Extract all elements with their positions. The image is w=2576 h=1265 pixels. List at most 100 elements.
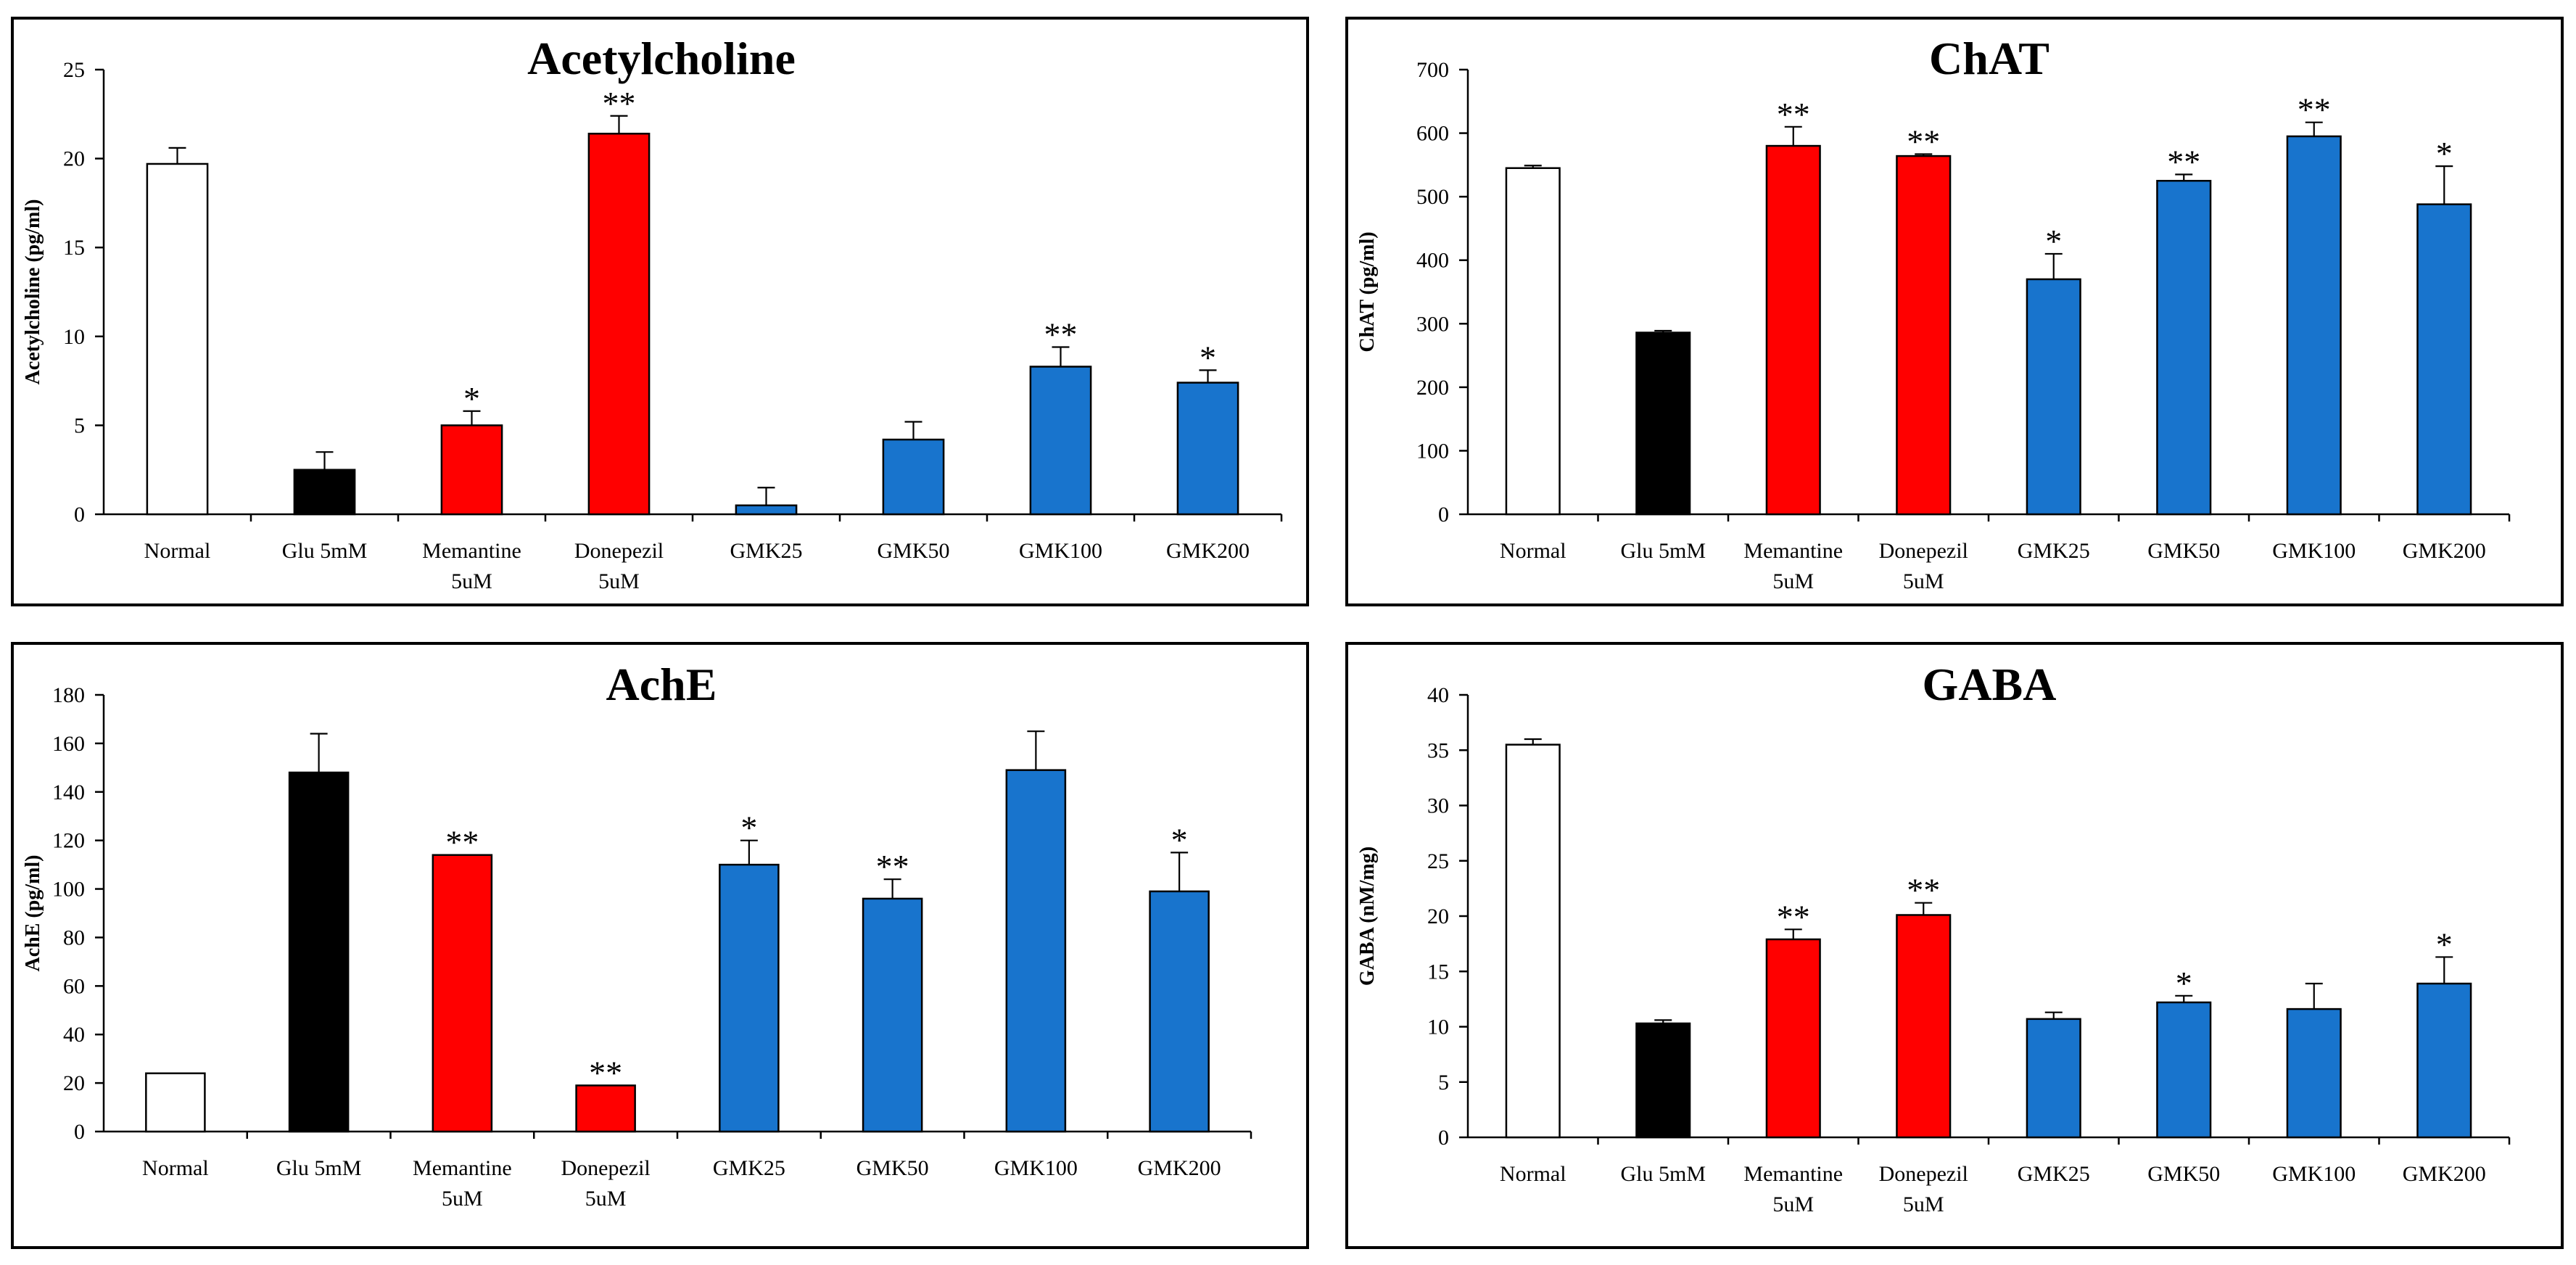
chat-chart-title: ChAT xyxy=(1929,33,2049,84)
acetylcholine-y-tick-label: 5 xyxy=(74,413,85,437)
gaba-x-tick-label: GMK100 xyxy=(2272,1162,2356,1186)
ache-x-tick-label: GMK200 xyxy=(1138,1156,1221,1180)
acetylcholine-x-tick-label: GMK200 xyxy=(1166,539,1250,563)
gaba-significance-5: * xyxy=(2176,965,2192,1002)
chat-bar-3 xyxy=(1896,154,1952,516)
acetylcholine-bar-4 xyxy=(735,504,798,516)
acetylcholine-significance-3: ** xyxy=(603,85,636,122)
gaba-bar-2 xyxy=(1765,938,1821,1139)
ache-bar-2 xyxy=(432,854,493,1133)
chat-bar-7 xyxy=(2416,203,2472,516)
gaba-bar-3 xyxy=(1896,914,1952,1139)
chat-bar-0 xyxy=(1505,167,1561,516)
acetylcholine-y-tick-label: 25 xyxy=(63,58,85,82)
gaba-significance-2: ** xyxy=(1777,898,1810,935)
acetylcholine-panel-frame xyxy=(11,17,1309,606)
ache-panel-frame xyxy=(11,642,1309,1249)
gaba-bar-5 xyxy=(2156,1001,2212,1139)
ache-y-tick-label: 180 xyxy=(52,683,85,707)
ache-y-tick-label: 80 xyxy=(63,926,85,949)
chat-y-tick-label: 400 xyxy=(1416,249,1449,273)
acetylcholine-significance-2: * xyxy=(463,380,480,417)
gaba-x-tick-label: GMK25 xyxy=(2018,1162,2090,1186)
chart-acetylcholine: Acetylcholine 0 5 10 15 20 25 Acetylcholine (pg… xyxy=(11,17,1309,606)
gaba-panel-frame xyxy=(1345,642,2564,1249)
chat-bar-1 xyxy=(1635,331,1691,516)
ache-bar-0 xyxy=(145,1072,206,1133)
ache-y-tick-label: 120 xyxy=(52,829,85,853)
gaba-x-tick-label: Memantine xyxy=(1743,1162,1843,1186)
gaba-y-tick-label: 20 xyxy=(1427,905,1449,928)
gaba-y-axis-title: GABA (nM/mg) xyxy=(1356,846,1379,986)
gaba-y-tick-label: 30 xyxy=(1427,794,1449,818)
chat-y-tick-label: 600 xyxy=(1416,122,1449,146)
ache-x-tick-label: Glu 5mM xyxy=(276,1156,362,1180)
chat-panel-frame xyxy=(1345,17,2564,606)
chat-y-tick-label: 300 xyxy=(1416,312,1449,336)
gaba-x-tick-label: Normal xyxy=(1500,1162,1566,1186)
chat-x-tick-label: 5uM xyxy=(1772,569,1814,593)
acetylcholine-x-tick-label: Normal xyxy=(144,539,211,563)
chat-significance-4: * xyxy=(2045,223,2062,260)
ache-significance-5: ** xyxy=(876,848,909,885)
chat-x-tick-label: GMK25 xyxy=(2018,539,2090,563)
ache-bar-7 xyxy=(1149,890,1210,1133)
chat-x-tick-label: GMK200 xyxy=(2403,539,2486,563)
acetylcholine-significance-7: * xyxy=(1200,339,1216,376)
gaba-significance-7: * xyxy=(2436,926,2453,963)
ache-x-tick-label: Normal xyxy=(142,1156,209,1180)
acetylcholine-y-tick-label: 10 xyxy=(63,325,85,349)
gaba-y-tick-label: 10 xyxy=(1427,1015,1449,1039)
chat-y-tick-label: 200 xyxy=(1416,376,1449,400)
chat-significance-3: ** xyxy=(1907,123,1940,160)
acetylcholine-x-tick-label: GMK50 xyxy=(877,539,949,563)
chat-x-tick-label: Normal xyxy=(1500,539,1566,563)
ache-significance-4: * xyxy=(740,809,757,846)
ache-significance-3: ** xyxy=(589,1054,622,1091)
gaba-y-tick-label: 25 xyxy=(1427,849,1449,873)
chart-chat: ChAT 0 100 200 300 400 500 600 700 ChAT (pg/ml) No… xyxy=(1345,17,2564,606)
chat-significance-2: ** xyxy=(1777,96,1810,133)
gaba-bar-7 xyxy=(2416,982,2472,1139)
gaba-bar-6 xyxy=(2286,1008,2342,1139)
chat-y-axis-title: ChAT (pg/ml) xyxy=(1356,231,1379,352)
chat-x-tick-label: Donepezil xyxy=(1879,539,1968,563)
ache-y-tick-label: 40 xyxy=(63,1023,85,1047)
acetylcholine-y-axis-title: Acetylcholine (pg/ml) xyxy=(22,199,44,385)
acetylcholine-x-tick-label: Glu 5mM xyxy=(282,539,368,563)
gaba-chart-title: GABA xyxy=(1923,659,2057,710)
gaba-significance-3: ** xyxy=(1907,872,1940,909)
acetylcholine-x-tick-label: 5uM xyxy=(451,569,492,593)
gaba-y-tick-label: 35 xyxy=(1427,738,1449,762)
chat-x-tick-label: Memantine xyxy=(1743,539,1843,563)
ache-y-tick-label: 20 xyxy=(63,1071,85,1095)
gaba-x-tick-label: GMK50 xyxy=(2147,1162,2220,1186)
gaba-x-tick-label: 5uM xyxy=(1903,1192,1944,1216)
chat-x-tick-label: Glu 5mM xyxy=(1620,539,1706,563)
ache-x-tick-label: GMK50 xyxy=(856,1156,929,1180)
chat-x-tick-label: GMK50 xyxy=(2147,539,2220,563)
chat-significance-7: * xyxy=(2436,135,2453,172)
chat-significance-6: ** xyxy=(2298,91,2331,128)
acetylcholine-x-tick-label: Donepezil xyxy=(574,539,664,563)
ache-x-tick-label: Donepezil xyxy=(561,1156,650,1180)
ache-y-tick-label: 160 xyxy=(52,732,85,756)
chat-y-tick-label: 100 xyxy=(1416,439,1449,463)
ache-bar-4 xyxy=(719,863,780,1133)
chat-x-tick-label: GMK100 xyxy=(2272,539,2356,563)
ache-bar-1 xyxy=(288,771,350,1133)
acetylcholine-chart-title: Acetylcholine xyxy=(527,33,796,84)
acetylcholine-x-tick-label: GMK100 xyxy=(1019,539,1102,563)
acetylcholine-bar-6 xyxy=(1029,366,1092,516)
chat-bar-5 xyxy=(2156,180,2212,516)
chat-bar-6 xyxy=(2286,135,2342,516)
ache-y-tick-label: 60 xyxy=(63,974,85,998)
gaba-y-tick-label: 40 xyxy=(1427,683,1449,707)
acetylcholine-x-tick-label: 5uM xyxy=(598,569,640,593)
gaba-y-tick-label: 0 xyxy=(1438,1126,1449,1150)
ache-y-axis-title: AchE (pg/ml) xyxy=(22,855,44,972)
acetylcholine-significance-6: ** xyxy=(1044,316,1078,353)
chat-bar-2 xyxy=(1765,144,1821,516)
acetylcholine-bar-3 xyxy=(587,133,651,516)
